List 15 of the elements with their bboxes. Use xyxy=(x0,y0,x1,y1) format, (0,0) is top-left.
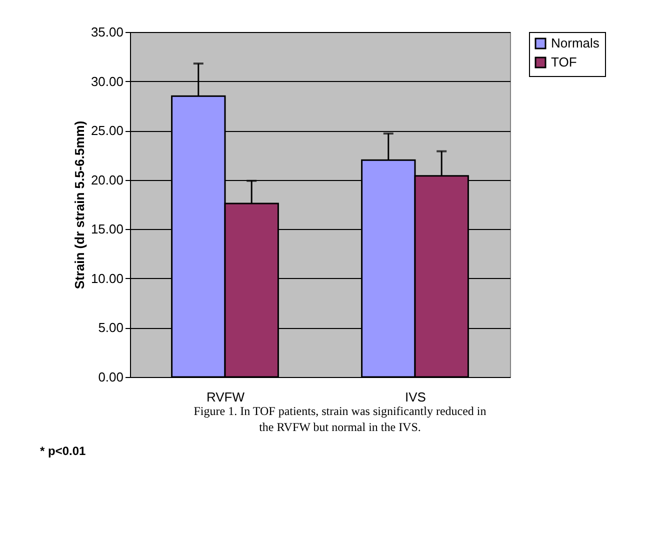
legend-label: TOF xyxy=(551,54,577,70)
y-axis-title: Strain (dr strain 5.5-6.5mm) xyxy=(72,120,87,290)
y-tick-label: 35.00 xyxy=(90,24,124,40)
y-tick-label: 0.00 xyxy=(98,370,124,384)
y-tick-label: 15.00 xyxy=(90,222,124,237)
y-tick-label: 20.00 xyxy=(90,172,124,188)
caption: Figure 1. In TOF patients, strain was significantly reduced in the RVFW but normal in the IVS. xyxy=(194,404,486,434)
text: * p<0.01 xyxy=(40,444,86,458)
y-tick-label: 25.00 xyxy=(90,123,124,138)
x-tick-label: RVFW xyxy=(206,390,246,404)
y-tick-label: 30.00 xyxy=(90,74,124,89)
y-tick-label: 10.00 xyxy=(90,270,124,286)
legend-label: Normals xyxy=(551,36,600,50)
x-tick-label: IVS xyxy=(405,390,426,404)
y-tick-label: 5.00 xyxy=(98,320,124,336)
